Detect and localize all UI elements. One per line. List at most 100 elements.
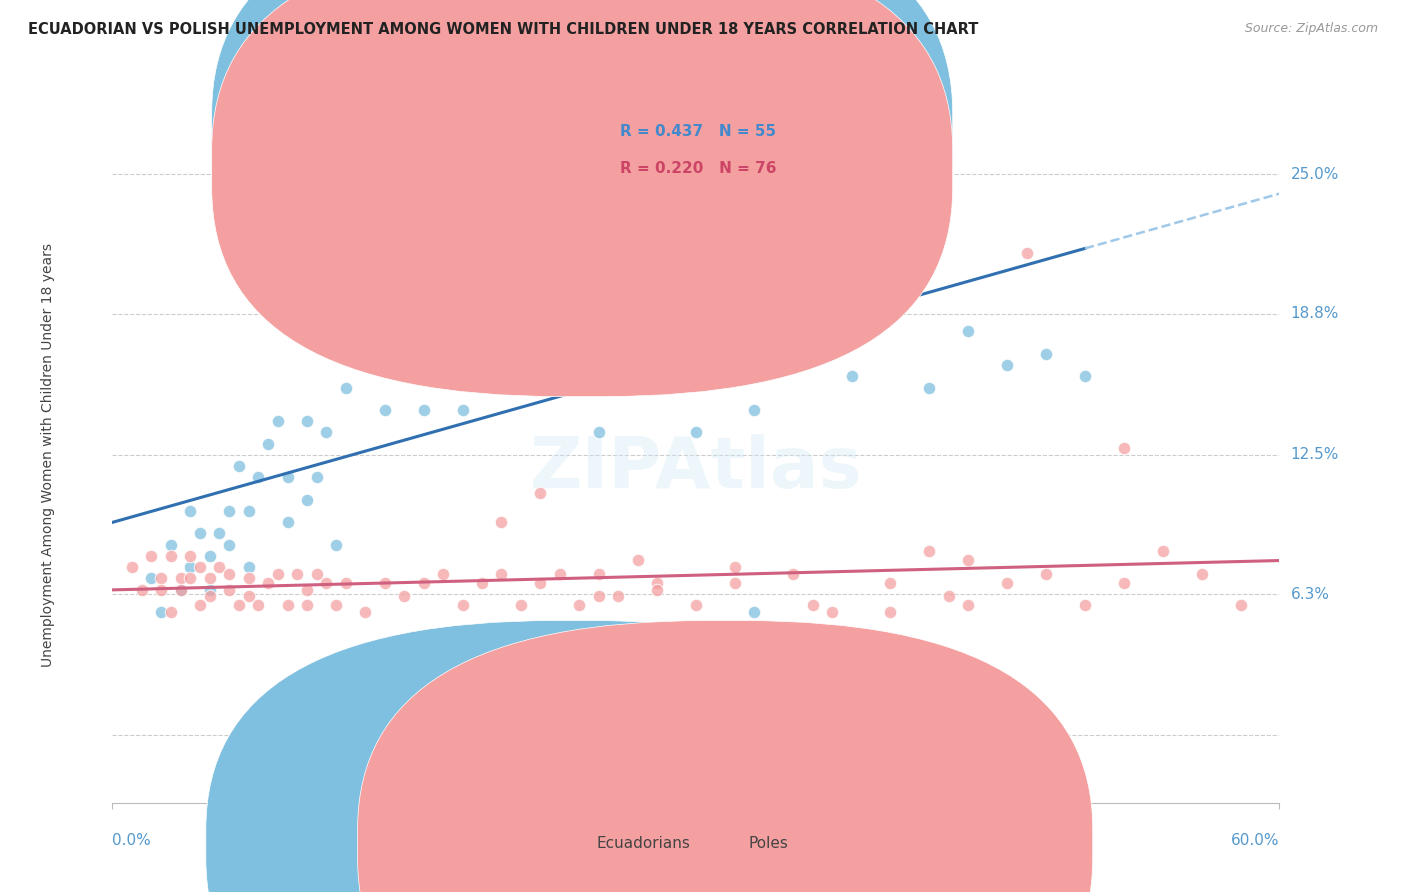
- Point: [1112, 575, 1135, 590]
- Point: [335, 575, 357, 590]
- Point: [685, 627, 707, 641]
- Point: [645, 575, 668, 590]
- FancyBboxPatch shape: [205, 621, 941, 892]
- Point: [335, 381, 357, 395]
- Point: [160, 538, 183, 552]
- Point: [995, 358, 1018, 372]
- Point: [257, 575, 280, 590]
- Point: [160, 605, 183, 619]
- Point: [918, 381, 941, 395]
- Point: [121, 560, 143, 574]
- Point: [957, 599, 980, 613]
- Point: [548, 335, 571, 350]
- Text: R = 0.220   N = 76: R = 0.220 N = 76: [620, 161, 776, 177]
- Point: [491, 291, 513, 305]
- Point: [529, 268, 551, 283]
- Point: [1035, 347, 1057, 361]
- Point: [267, 414, 290, 428]
- Point: [879, 605, 901, 619]
- Text: 12.5%: 12.5%: [1291, 448, 1339, 462]
- Text: Unemployment Among Women with Children Under 18 years: Unemployment Among Women with Children U…: [41, 243, 55, 667]
- Point: [451, 403, 474, 417]
- Point: [315, 425, 337, 440]
- Point: [471, 575, 494, 590]
- Point: [150, 605, 173, 619]
- Point: [742, 403, 765, 417]
- Point: [957, 553, 980, 567]
- Point: [724, 575, 747, 590]
- Point: [198, 582, 221, 597]
- Point: [295, 599, 318, 613]
- Point: [841, 369, 863, 384]
- Point: [160, 549, 183, 563]
- Point: [374, 403, 396, 417]
- Point: [295, 492, 318, 507]
- Point: [879, 178, 901, 193]
- Point: [412, 575, 434, 590]
- Point: [218, 582, 240, 597]
- Point: [188, 526, 211, 541]
- Point: [841, 634, 863, 648]
- Point: [131, 582, 153, 597]
- Point: [957, 325, 980, 339]
- Point: [325, 599, 347, 613]
- Text: 6.3%: 6.3%: [1291, 587, 1330, 601]
- Point: [238, 590, 260, 604]
- Point: [432, 358, 454, 372]
- FancyBboxPatch shape: [212, 0, 953, 397]
- Point: [645, 246, 668, 260]
- Point: [1191, 566, 1213, 581]
- Point: [1015, 246, 1038, 260]
- Point: [529, 486, 551, 500]
- Text: 0.0%: 0.0%: [112, 833, 152, 848]
- Point: [491, 515, 513, 529]
- Point: [685, 599, 707, 613]
- Point: [208, 560, 231, 574]
- Point: [247, 470, 270, 484]
- Point: [188, 599, 211, 613]
- Point: [305, 566, 328, 581]
- Point: [509, 599, 531, 613]
- Point: [1035, 566, 1057, 581]
- Point: [169, 571, 191, 585]
- Point: [179, 560, 201, 574]
- Point: [801, 313, 824, 327]
- Point: [938, 590, 960, 604]
- Point: [548, 566, 571, 581]
- Point: [412, 403, 434, 417]
- Point: [879, 575, 901, 590]
- Point: [432, 566, 454, 581]
- Point: [782, 566, 804, 581]
- Point: [568, 599, 591, 613]
- Point: [451, 599, 474, 613]
- Point: [169, 582, 191, 597]
- Point: [198, 590, 221, 604]
- Point: [238, 571, 260, 585]
- Point: [509, 381, 531, 395]
- Point: [568, 223, 591, 237]
- Point: [588, 590, 610, 604]
- Point: [150, 582, 173, 597]
- Point: [169, 582, 191, 597]
- Point: [1074, 599, 1097, 613]
- Point: [198, 571, 221, 585]
- Point: [529, 575, 551, 590]
- Point: [198, 549, 221, 563]
- Point: [645, 582, 668, 597]
- Point: [295, 582, 318, 597]
- Point: [471, 223, 494, 237]
- Text: Source: ZipAtlas.com: Source: ZipAtlas.com: [1244, 22, 1378, 36]
- Point: [141, 549, 163, 563]
- Point: [325, 538, 347, 552]
- FancyBboxPatch shape: [212, 0, 953, 359]
- Point: [762, 634, 785, 648]
- Point: [704, 201, 727, 215]
- Point: [276, 599, 298, 613]
- Point: [392, 369, 416, 384]
- Point: [257, 436, 280, 450]
- Point: [228, 599, 250, 613]
- Point: [995, 575, 1018, 590]
- Point: [374, 575, 396, 590]
- Point: [179, 549, 201, 563]
- Point: [354, 605, 377, 619]
